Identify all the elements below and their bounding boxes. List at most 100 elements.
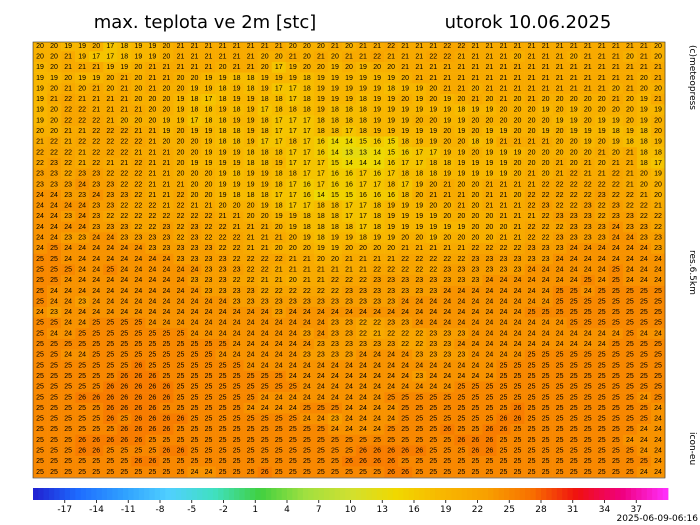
cell-value: 21 xyxy=(247,245,255,252)
cell xyxy=(75,157,90,169)
model: icon-eu xyxy=(687,432,697,465)
cell xyxy=(650,211,666,223)
cell-value: 24 xyxy=(64,224,72,231)
cell-value: 20 xyxy=(528,107,536,114)
cell-value: 20 xyxy=(289,277,297,284)
cell-value: 23 xyxy=(486,256,494,263)
colorbar-label: -14 xyxy=(89,505,104,515)
cell xyxy=(524,83,539,95)
cell xyxy=(117,125,132,137)
cell xyxy=(47,466,62,478)
cell xyxy=(145,381,160,393)
resolution: res.6.5km xyxy=(687,250,697,295)
cell xyxy=(103,42,118,52)
cell xyxy=(313,125,329,137)
cell xyxy=(552,328,567,340)
cell xyxy=(341,51,357,63)
cell-value: 23 xyxy=(570,235,578,242)
colorbar-segment xyxy=(170,488,177,500)
cell xyxy=(75,306,90,318)
cell-value: 23 xyxy=(191,245,199,252)
cell-value: 23 xyxy=(429,330,437,337)
cell xyxy=(580,147,596,159)
cell-value: 24 xyxy=(36,309,44,316)
cell xyxy=(313,370,329,382)
cell xyxy=(566,413,582,425)
cell-value: 21 xyxy=(163,171,171,178)
cell xyxy=(426,338,441,350)
cell xyxy=(173,370,188,382)
cell-value: 24 xyxy=(359,384,367,391)
cell-value: 23 xyxy=(626,213,634,220)
colorbar-segment xyxy=(398,488,404,500)
cell xyxy=(356,434,371,446)
cell xyxy=(468,338,483,350)
cell-value: 25 xyxy=(626,362,634,369)
cell xyxy=(468,51,483,63)
cell xyxy=(496,274,511,286)
cell xyxy=(201,243,216,254)
cell-value: 26 xyxy=(486,426,494,433)
cell xyxy=(552,306,567,318)
cell-value: 21 xyxy=(626,160,634,167)
cell-value: 19 xyxy=(401,203,409,210)
cell xyxy=(243,253,259,265)
cell xyxy=(327,42,343,52)
cell xyxy=(229,317,244,329)
colorbar-segment xyxy=(414,488,420,500)
cell-value: 20 xyxy=(626,117,634,124)
cell xyxy=(201,328,216,340)
cell-value: 24 xyxy=(472,288,480,295)
cell xyxy=(622,232,638,244)
cell xyxy=(215,349,230,361)
cell xyxy=(173,147,188,159)
cell-value: 24 xyxy=(556,256,564,263)
cell-value: 21 xyxy=(514,75,522,82)
cell xyxy=(510,179,525,191)
cell xyxy=(341,147,357,159)
cell xyxy=(650,296,666,308)
cell-value: 25 xyxy=(612,288,620,295)
cell-value: 23 xyxy=(429,352,437,359)
cell xyxy=(201,221,216,233)
cell xyxy=(159,51,174,63)
cell xyxy=(75,445,90,457)
cell-value: 20 xyxy=(177,85,185,92)
cell-value: 25 xyxy=(542,458,550,465)
cell xyxy=(356,104,371,116)
cell-value: 19 xyxy=(500,149,508,156)
cell xyxy=(61,136,76,148)
cell xyxy=(33,402,48,414)
cell-value: 26 xyxy=(472,448,480,455)
cell xyxy=(201,466,216,478)
cell-value: 24 xyxy=(36,192,44,199)
cell-value: 20 xyxy=(570,96,578,103)
cell-value: 24 xyxy=(163,256,171,263)
cell xyxy=(285,349,301,361)
cell xyxy=(117,115,132,127)
cell-value: 21 xyxy=(429,245,437,252)
cell xyxy=(510,125,525,137)
cell xyxy=(496,200,511,212)
cell xyxy=(412,424,427,436)
cell-value: 21 xyxy=(120,160,128,167)
cell xyxy=(75,264,90,276)
cell xyxy=(412,285,427,297)
cell xyxy=(271,200,287,212)
cell xyxy=(341,93,357,105)
cell-value: 26 xyxy=(134,405,142,412)
cell xyxy=(384,42,399,52)
cell xyxy=(482,466,497,478)
cell xyxy=(496,434,511,446)
cell-value: 25 xyxy=(429,437,437,444)
cell-value: 25 xyxy=(78,362,86,369)
cell-value: 22 xyxy=(612,181,620,188)
cell xyxy=(285,317,301,329)
cell-value: 21 xyxy=(514,224,522,231)
cell xyxy=(496,296,511,308)
cell xyxy=(299,72,315,84)
cell-value: 22 xyxy=(542,192,550,199)
cell xyxy=(47,221,62,233)
cell-value: 14 xyxy=(345,160,353,167)
cell-value: 23 xyxy=(457,277,465,284)
